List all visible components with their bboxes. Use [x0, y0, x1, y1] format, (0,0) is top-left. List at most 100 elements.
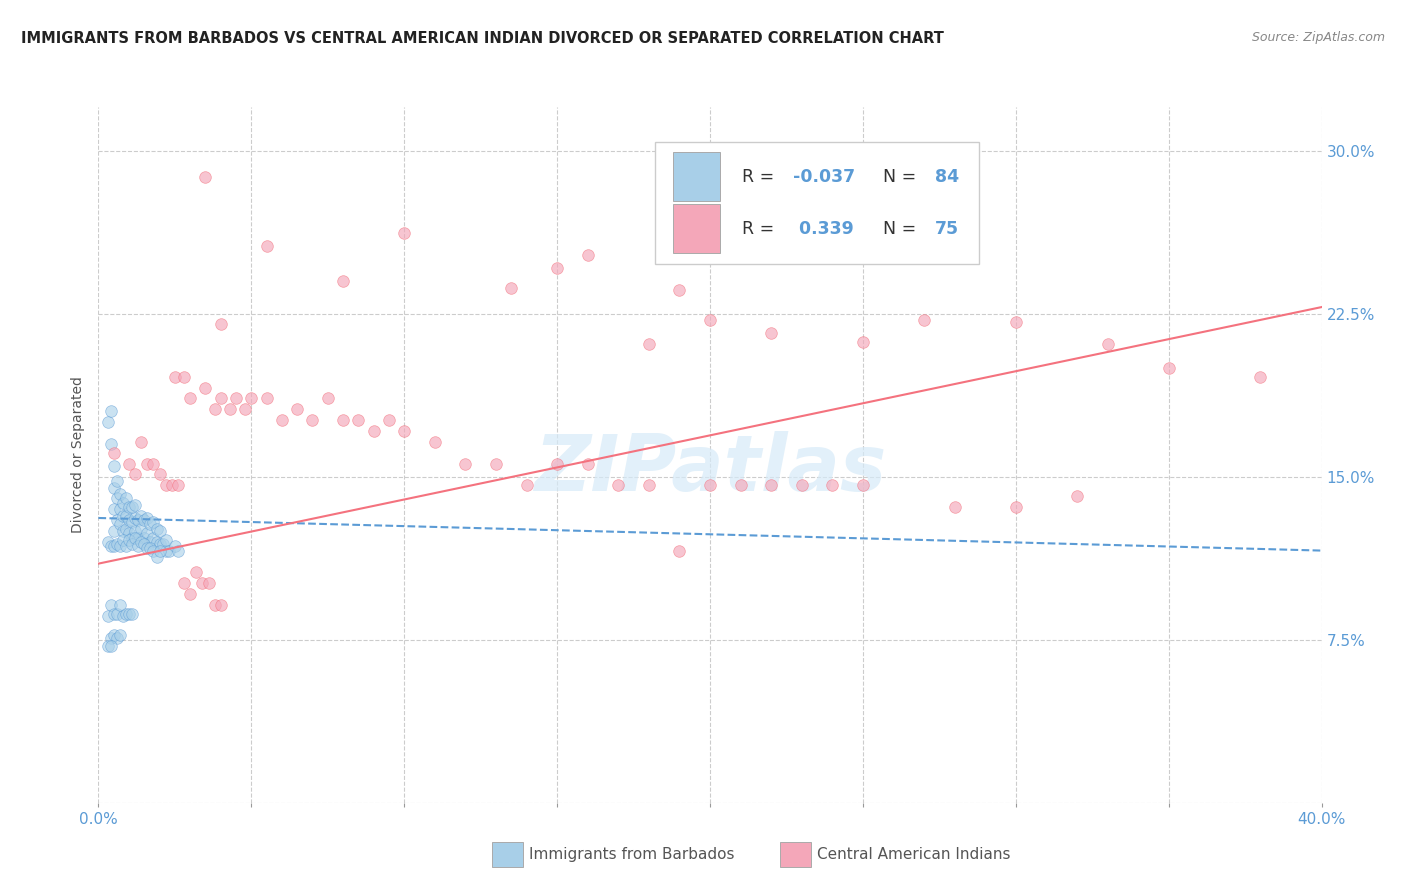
Text: ZIPatlas: ZIPatlas	[534, 431, 886, 507]
Point	[108, 598, 131, 612]
FancyBboxPatch shape	[655, 142, 979, 264]
Point	[204, 598, 226, 612]
Point	[108, 517, 131, 532]
Point	[103, 502, 125, 516]
Point	[943, 500, 966, 514]
Point	[97, 535, 120, 549]
Point	[194, 169, 217, 184]
Point	[163, 539, 186, 553]
Point	[136, 511, 159, 525]
Point	[100, 539, 122, 553]
Point	[347, 413, 370, 427]
Point	[1004, 315, 1026, 329]
Point	[118, 607, 141, 621]
Point	[209, 598, 232, 612]
Point	[127, 513, 149, 527]
Point	[111, 533, 134, 547]
Point	[105, 491, 128, 506]
Point	[124, 467, 146, 482]
Point	[136, 526, 159, 541]
Point	[124, 524, 146, 538]
Point	[285, 402, 308, 417]
Point	[149, 467, 172, 482]
Point	[139, 535, 162, 549]
Point	[124, 498, 146, 512]
Point	[423, 434, 446, 449]
Point	[97, 639, 120, 653]
Point	[103, 446, 125, 460]
Text: 75: 75	[935, 219, 959, 238]
Text: Central American Indians: Central American Indians	[817, 847, 1011, 862]
Point	[301, 413, 323, 427]
Point	[136, 541, 159, 556]
Point	[209, 318, 232, 332]
Point	[240, 392, 263, 406]
Point	[121, 607, 143, 621]
Point	[103, 607, 125, 621]
Text: R =: R =	[742, 168, 779, 186]
Point	[316, 392, 339, 406]
Point	[219, 402, 242, 417]
Point	[108, 628, 131, 642]
Point	[454, 457, 477, 471]
Point	[103, 539, 125, 553]
Point	[103, 628, 125, 642]
Text: Source: ZipAtlas.com: Source: ZipAtlas.com	[1251, 31, 1385, 45]
Point	[149, 543, 172, 558]
Text: R =: R =	[742, 219, 779, 238]
Point	[332, 413, 354, 427]
Point	[124, 531, 146, 545]
Text: N =: N =	[883, 168, 921, 186]
Point	[108, 539, 131, 553]
Point	[100, 404, 122, 418]
Point	[139, 517, 162, 532]
Point	[1157, 360, 1180, 375]
Point	[97, 608, 120, 623]
Point	[105, 607, 128, 621]
Point	[546, 260, 568, 275]
Point	[1097, 337, 1119, 351]
Point	[501, 280, 523, 294]
Point	[118, 457, 141, 471]
Point	[111, 608, 134, 623]
Point	[363, 424, 385, 438]
Point	[118, 533, 141, 547]
Point	[115, 491, 138, 506]
Point	[115, 522, 138, 536]
Text: 84: 84	[935, 168, 959, 186]
Point	[105, 537, 128, 551]
Point	[607, 478, 630, 492]
Point	[129, 522, 152, 536]
Point	[145, 522, 167, 536]
Point	[270, 413, 292, 427]
Point	[186, 566, 208, 580]
Point	[1249, 369, 1271, 384]
Point	[134, 513, 156, 527]
Point	[145, 550, 167, 565]
Point	[129, 434, 152, 449]
Point	[546, 457, 568, 471]
Point	[179, 587, 201, 601]
Point	[111, 524, 134, 538]
Point	[100, 437, 122, 451]
Text: -0.037: -0.037	[793, 168, 855, 186]
Point	[256, 392, 278, 406]
Point	[233, 402, 256, 417]
Point	[121, 537, 143, 551]
Point	[103, 481, 125, 495]
Bar	[673, 204, 720, 253]
Point	[97, 415, 120, 429]
Point	[197, 576, 219, 591]
Point	[124, 511, 146, 525]
Point	[759, 478, 782, 492]
Point	[105, 513, 128, 527]
Point	[149, 524, 172, 538]
Point	[204, 402, 226, 417]
Point	[668, 543, 690, 558]
Point	[129, 535, 152, 549]
Point	[108, 502, 131, 516]
Point	[103, 524, 125, 538]
Point	[100, 598, 122, 612]
Point	[111, 508, 134, 523]
Point	[699, 478, 721, 492]
